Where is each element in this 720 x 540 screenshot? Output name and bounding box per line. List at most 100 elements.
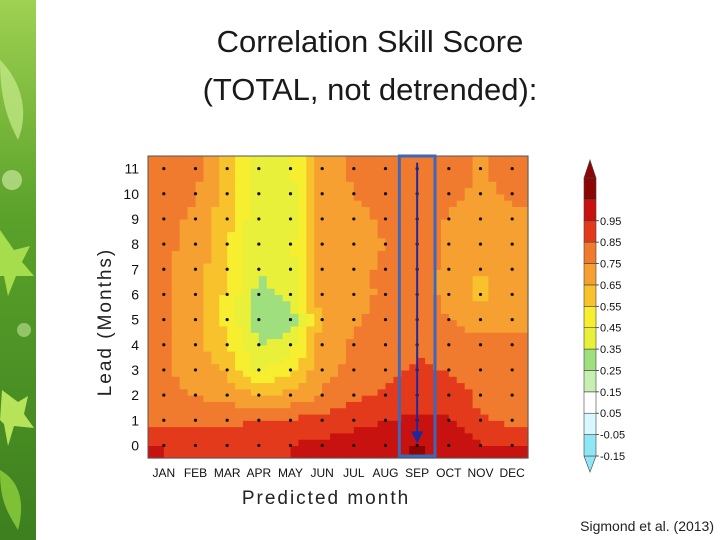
- heatmap-subcell: [377, 156, 387, 163]
- heatmap-subcell: [148, 281, 157, 289]
- heatmap-subcell: [243, 281, 252, 289]
- heatmap-subcell: [464, 281, 474, 289]
- heatmap-subcell: [148, 162, 157, 170]
- heatmap-subcell: [456, 156, 466, 163]
- colorbar-label: 0.75: [600, 259, 621, 271]
- heatmap-subcell: [219, 212, 228, 220]
- heatmap-subcell: [377, 269, 387, 277]
- heatmap-subcell: [250, 187, 260, 195]
- heatmap-subcell: [290, 376, 300, 384]
- heatmap-subcell: [306, 313, 315, 321]
- heatmap-subcell: [409, 307, 418, 314]
- heatmap-subcell: [456, 382, 466, 390]
- heatmap-subcell: [195, 181, 205, 189]
- heatmap-subcell: [512, 319, 521, 327]
- heatmap-subcell: [171, 382, 181, 390]
- heatmap-subcell: [393, 413, 402, 421]
- heatmap-subcell: [440, 156, 450, 163]
- heatmap-subcell: [314, 193, 323, 201]
- heatmap-subcell: [353, 307, 363, 314]
- grid-dot: [383, 317, 388, 322]
- heatmap-subcell: [155, 200, 165, 207]
- heatmap-subcell: [456, 401, 466, 409]
- heatmap-subcell: [171, 288, 181, 296]
- heatmap-subcell: [322, 162, 331, 170]
- heatmap-subcell: [464, 156, 474, 163]
- x-tick-label: MAY: [278, 466, 303, 480]
- heatmap-subcell: [464, 256, 474, 264]
- heatmap-subcell: [211, 413, 220, 421]
- heatmap-subcell: [148, 244, 157, 251]
- heatmap-subcell: [472, 432, 482, 440]
- heatmap-subcell: [353, 432, 363, 440]
- heatmap-subcell: [298, 363, 307, 371]
- heatmap-subcell: [282, 344, 292, 352]
- heatmap-subcell: [338, 432, 347, 440]
- heatmap-subcell: [266, 212, 276, 220]
- heatmap-subcell: [203, 288, 212, 296]
- heatmap-subcell: [440, 338, 450, 346]
- heatmap-cell: [401, 332, 434, 358]
- heatmap-subcell: [314, 338, 323, 346]
- heatmap-subcell: [456, 300, 466, 308]
- heatmap-subcell: [520, 325, 529, 333]
- heatmap-subcell: [179, 344, 189, 352]
- heatmap-subcell: [227, 162, 236, 170]
- heatmap-subcell: [353, 451, 363, 459]
- heatmap-subcell: [148, 420, 157, 428]
- heatmap-subcell: [274, 338, 284, 346]
- heatmap-subcell: [258, 451, 268, 459]
- heatmap-subcell: [219, 193, 228, 201]
- heatmap-subcell: [235, 218, 244, 226]
- y-tick-label: 0: [131, 437, 139, 453]
- heatmap-subcell: [171, 206, 181, 214]
- heatmap-subcell: [203, 451, 212, 459]
- heatmap-subcell: [345, 181, 355, 189]
- heatmap-subcell: [393, 420, 402, 428]
- heatmap-subcell: [290, 256, 300, 264]
- heatmap-subcell: [512, 256, 521, 264]
- heatmap-subcell: [338, 376, 347, 384]
- heatmap-subcell: [369, 218, 379, 226]
- heatmap-subcell: [369, 388, 379, 396]
- grid-dot: [320, 418, 324, 422]
- heatmap-subcell: [401, 376, 410, 384]
- heatmap-subcell: [187, 407, 197, 415]
- heatmap-subcell: [440, 401, 450, 409]
- heatmap-subcell: [235, 344, 244, 352]
- heatmap-subcell: [306, 401, 315, 409]
- heatmap-subcell: [472, 244, 482, 251]
- heatmap-subcell: [266, 181, 276, 189]
- heatmap-subcell: [314, 382, 323, 390]
- heatmap-subcell: [472, 262, 482, 270]
- heatmap-subcell: [417, 288, 426, 296]
- heatmap-subcell: [298, 325, 307, 333]
- heatmap-subcell: [472, 401, 482, 409]
- heatmap-subcell: [322, 262, 331, 270]
- heatmap-subcell: [250, 244, 260, 251]
- heatmap-subcell: [235, 288, 244, 296]
- heatmap-subcell: [258, 439, 268, 447]
- heatmap-subcell: [393, 319, 402, 327]
- heatmap-subcell: [274, 307, 284, 314]
- heatmap-subcell: [448, 256, 458, 264]
- heatmap-subcell: [243, 363, 252, 371]
- heatmap-subcell: [425, 426, 434, 434]
- heatmap-subcell: [480, 281, 490, 289]
- heatmap-subcell: [314, 351, 323, 358]
- heatmap-subcell: [520, 181, 529, 189]
- heatmap-subcell: [211, 244, 220, 251]
- heatmap-subcell: [274, 262, 284, 270]
- heatmap-subcell: [282, 181, 292, 189]
- heatmap-subcell: [179, 413, 189, 421]
- heatmap-subcell: [409, 313, 418, 321]
- heatmap-cell: [464, 156, 497, 182]
- heatmap-subcell: [243, 212, 252, 220]
- heatmap-subcell: [393, 325, 402, 333]
- heatmap-subcell: [179, 451, 189, 459]
- heatmap-subcell: [258, 420, 268, 428]
- heatmap-subcell: [227, 363, 236, 371]
- heatmap-subcell: [488, 300, 497, 308]
- heatmap-subcell: [330, 388, 339, 396]
- heatmap-subcell: [266, 187, 276, 195]
